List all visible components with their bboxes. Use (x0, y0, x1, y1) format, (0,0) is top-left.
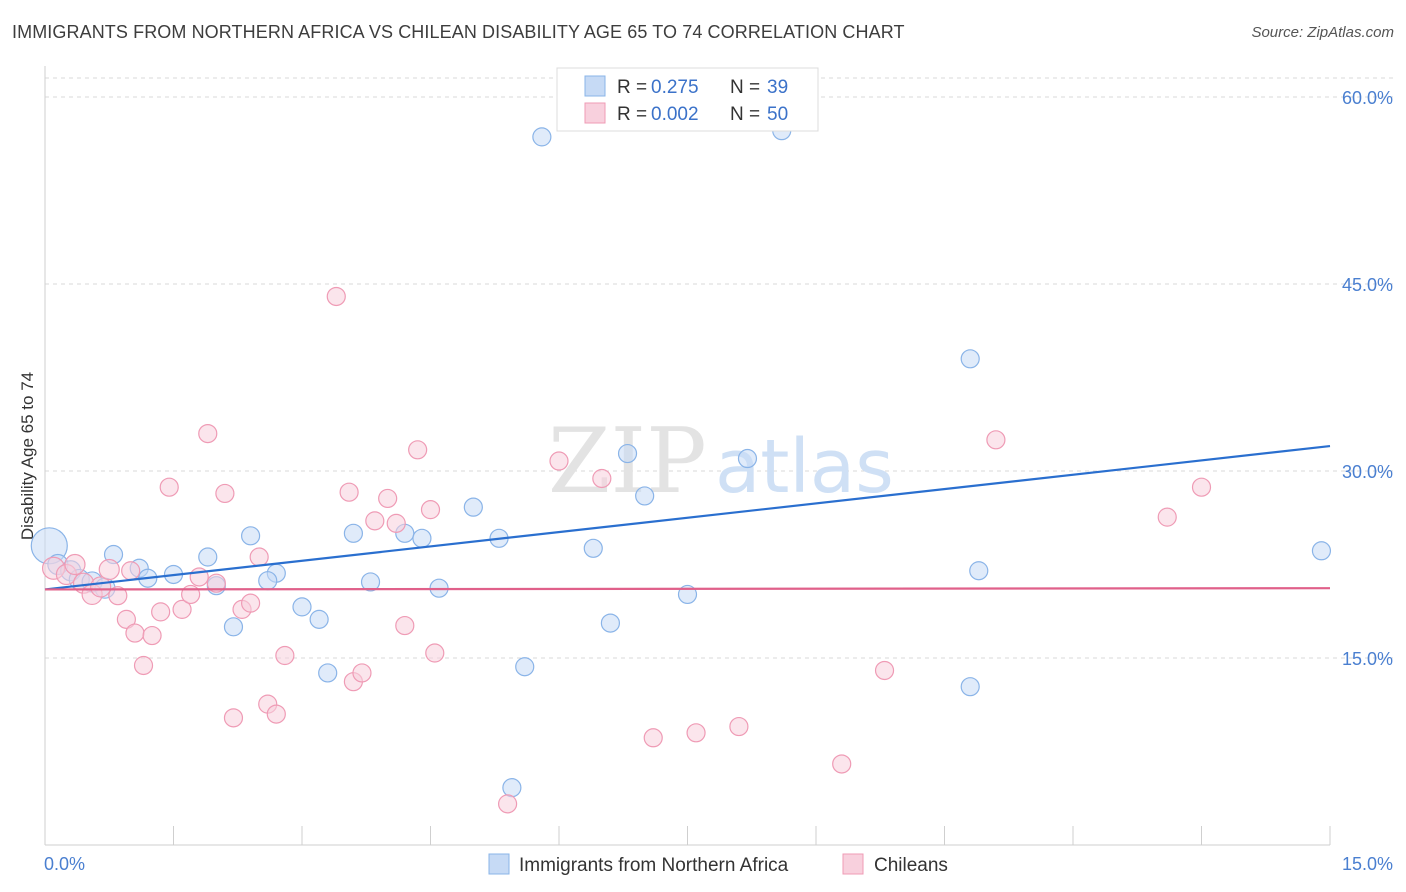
legend-n-value-pink: 50 (767, 104, 788, 125)
point-pink-12 (151, 602, 171, 622)
chart-title: IMMIGRANTS FROM NORTHERN AFRICA VS CHILE… (12, 22, 905, 42)
trend-lines (44, 444, 1331, 591)
point-blue-17 (309, 609, 329, 629)
legend-r-label-blue: R = (617, 77, 647, 98)
point-blue-18 (318, 663, 338, 683)
point-pink-39 (549, 451, 569, 471)
source-credit: Source: ZipAtlas.com (1251, 24, 1394, 41)
series-legend-swatch-blue (488, 853, 510, 875)
point-blue-30 (617, 443, 638, 464)
point-pink-26 (275, 645, 295, 666)
legend-r-value-blue: 0.275 (651, 77, 699, 98)
trend-line-pink (44, 587, 1331, 591)
point-blue-33 (737, 448, 758, 469)
point-blue-12 (223, 617, 244, 637)
point-pink-22 (241, 593, 261, 613)
point-pink-7 (108, 586, 128, 606)
series-legend: Immigrants from Northern Africa Chileans (488, 853, 948, 876)
point-blue-39 (502, 778, 522, 798)
point-pink-15 (181, 584, 201, 605)
gridlines (45, 77, 1395, 659)
series-legend-swatch-pink (842, 853, 864, 875)
point-pink-25 (266, 704, 286, 724)
point-blue-27 (532, 127, 552, 147)
point-blue-13 (241, 526, 261, 546)
point-blue-22 (412, 528, 432, 548)
point-blue-35 (960, 349, 980, 369)
trend-line-blue (44, 444, 1331, 591)
point-pink-42 (686, 723, 706, 743)
legend-swatch-pink (584, 102, 606, 124)
point-blue-16 (292, 597, 312, 617)
point-blue-31 (635, 486, 655, 506)
point-pink-19 (215, 483, 235, 504)
x-tick-label-1: 15.0% (1342, 854, 1393, 874)
point-blue-28 (583, 538, 603, 558)
point-blue-29 (600, 613, 621, 633)
x-tick-label-0: 0.0% (44, 854, 85, 874)
y-axis-label: Disability Age 65 to 74 (18, 372, 37, 540)
point-blue-24 (463, 497, 483, 517)
point-pink-35 (408, 440, 428, 460)
point-blue-36 (960, 677, 980, 697)
point-pink-13 (159, 477, 179, 497)
point-blue-26 (515, 657, 535, 677)
point-blue-15 (258, 571, 278, 591)
point-pink-18 (206, 573, 226, 593)
point-pink-43 (729, 716, 749, 737)
point-pink-20 (223, 708, 244, 728)
legend-n-label-pink: N = (730, 104, 760, 125)
point-pink-11 (142, 625, 162, 646)
legend-n-value-blue: 39 (767, 77, 788, 98)
point-pink-32 (378, 488, 398, 509)
y-tick-label-3: 60.0% (1342, 88, 1393, 108)
point-pink-34 (395, 615, 415, 636)
point-pink-6 (98, 558, 120, 581)
point-blue-38 (1311, 541, 1332, 561)
point-pink-40 (592, 468, 612, 489)
series-legend-label-blue: Immigrants from Northern Africa (519, 855, 789, 876)
point-pink-10 (133, 655, 154, 676)
y-tick-label-0: 15.0% (1342, 649, 1393, 669)
tick-labels: 15.0% 30.0% 45.0% 60.0% 0.0% 15.0% (44, 88, 1393, 874)
point-pink-44 (832, 754, 852, 774)
point-pink-8 (116, 609, 136, 629)
point-pink-48 (1191, 477, 1212, 497)
point-pink-17 (198, 424, 218, 444)
series-legend-label-pink: Chileans (874, 855, 948, 876)
point-pink-23 (249, 547, 269, 567)
point-blue-20 (360, 572, 381, 592)
point-pink-49 (121, 561, 141, 581)
axes (44, 66, 1331, 846)
legend: R = 0.275 N = 39 R = 0.002 N = 50 (556, 67, 819, 132)
point-pink-31 (365, 511, 385, 531)
point-pink-14 (172, 599, 192, 619)
point-blue-10 (198, 547, 218, 567)
point-pink-30 (352, 663, 372, 683)
legend-r-label-pink: R = (617, 104, 647, 125)
point-pink-41 (643, 728, 663, 748)
point-pink-38 (498, 794, 518, 814)
y-tick-label-1: 30.0% (1342, 462, 1393, 482)
point-pink-33 (386, 513, 406, 533)
point-pink-47 (1157, 507, 1177, 527)
point-pink-46 (986, 430, 1006, 450)
y-tick-label-2: 45.0% (1342, 275, 1393, 295)
point-pink-9 (125, 623, 145, 643)
watermark: ZIP atlas (548, 409, 894, 514)
point-pink-28 (339, 482, 359, 502)
point-blue-19 (343, 523, 363, 543)
legend-n-label-blue: N = (730, 77, 760, 98)
point-pink-45 (874, 660, 895, 681)
legend-swatch-blue (584, 75, 606, 97)
point-pink-37 (425, 643, 445, 663)
legend-r-value-pink: 0.002 (651, 104, 699, 125)
point-pink-36 (420, 500, 441, 520)
point-blue-32 (677, 584, 698, 605)
point-pink-2 (64, 553, 86, 576)
point-blue-37 (969, 561, 989, 581)
point-pink-27 (326, 286, 346, 307)
